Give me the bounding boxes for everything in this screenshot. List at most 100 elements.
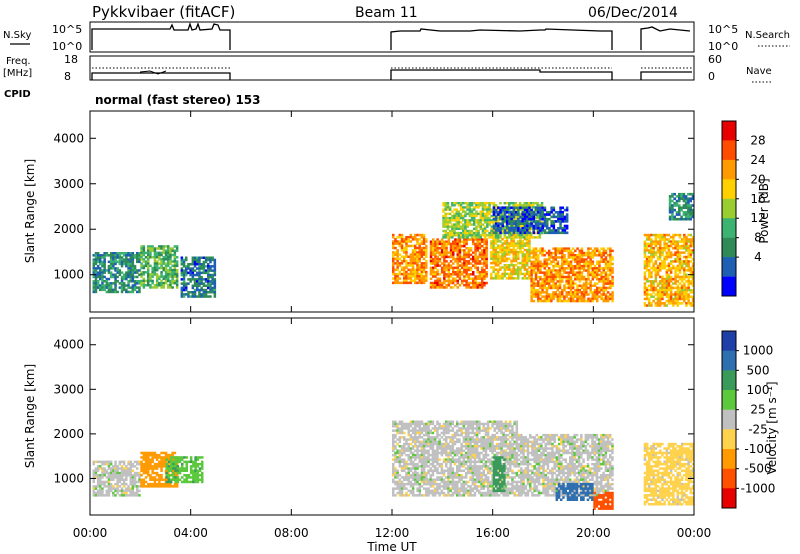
velocity-region-7 — [593, 491, 614, 510]
freq-left-tick-high: 18 — [64, 53, 78, 66]
velocity-region-6 — [555, 482, 594, 501]
freq-label-2: [MHz] — [3, 68, 32, 79]
x-tick-label-0: 00:00 — [73, 526, 108, 540]
power-y-tick-label-1: 2000 — [53, 222, 84, 236]
power-colorbar-swatch-0 — [722, 121, 736, 141]
power-y-tick-label-3: 4000 — [53, 131, 84, 145]
velocity-region-5 — [517, 433, 614, 497]
velocity-colorbar-swatch-6 — [722, 449, 736, 469]
freq-left-tick-low: 8 — [64, 70, 71, 83]
date-title: 06/Dec/2014 — [588, 5, 678, 21]
freq-wiggle — [139, 70, 167, 75]
velocity-colorbar-tick-label-4: -25 — [748, 422, 768, 436]
velocity-colorbar-swatch-1 — [722, 350, 736, 371]
power-colorbar-tick-label-5: 8 — [754, 231, 762, 245]
power-region-4 — [429, 238, 488, 289]
velocity-colorbar-label: Velocity [m s⁻¹] — [765, 381, 779, 474]
power-y-ticks: 1000 2000 3000 4000 — [53, 131, 694, 282]
velocity-colorbar-tick-label-7: -1000 — [741, 481, 776, 495]
power-colorbar-swatch-3 — [722, 179, 736, 199]
freq-right-tick-high: 60 — [708, 53, 722, 66]
power-region-9 — [643, 233, 695, 307]
velocity-colorbar-swatch-2 — [722, 370, 736, 391]
power-region-2 — [180, 256, 217, 298]
noise-panel-frame — [89, 21, 695, 53]
velocity-y-axis-label: Slant Range [km] — [23, 364, 37, 468]
freq-trace — [91, 69, 692, 80]
freq-panel-frame — [89, 55, 695, 81]
velocity-colorbar-tick-label-0: 1000 — [743, 344, 774, 358]
x-tick-label-6: 00:00 — [677, 526, 712, 540]
power-colorbar-swatch-6 — [722, 237, 736, 258]
x-tick-label-1: 04:00 — [173, 526, 208, 540]
power-colorbar-swatch-5 — [722, 218, 736, 238]
noise-sky-trace — [91, 21, 691, 50]
power-region-10 — [668, 192, 695, 221]
velocity-colorbar-swatch-4 — [722, 409, 736, 430]
freq-right-tick-low: 0 — [708, 70, 715, 83]
velocity-colorbar: 1000 500 100 25 -25 -100 -500 -1000 — [721, 330, 776, 509]
noise-left-tick-low: 10^0 — [52, 40, 82, 53]
velocity-colorbar-frame — [721, 330, 737, 509]
velocity-region-0 — [92, 460, 141, 497]
power-colorbar-tick-label-4: 12 — [750, 211, 765, 225]
power-colorbar-frame — [721, 120, 737, 297]
freq-label-1: Freq. — [6, 56, 31, 67]
power-region-6 — [530, 247, 614, 303]
power-colorbar-tick-label-2: 20 — [750, 172, 765, 186]
power-y-tick-label-2: 3000 — [53, 177, 84, 191]
power-colorbar-swatch-7 — [722, 257, 736, 277]
velocity-colorbar-swatch-8 — [722, 488, 736, 509]
x-axis-label: Time UT — [366, 540, 417, 554]
noise-right-label: N.Search — [745, 30, 790, 41]
velocity-y-tick-label-2: 3000 — [53, 382, 84, 396]
beam-title: Beam 11 — [355, 5, 418, 21]
power-region-1 — [140, 245, 179, 289]
power-region-0 — [92, 252, 141, 294]
velocity-y-tick-label-1: 2000 — [53, 427, 84, 441]
x-tick-label-5: 20:00 — [576, 526, 611, 540]
cpid-text: normal (fast stereo) 153 — [95, 93, 261, 107]
velocity-y-tick-label-3: 4000 — [53, 338, 84, 352]
power-colorbar-label: Power [dB] — [757, 178, 771, 243]
velocity-y-tick-label-0: 1000 — [53, 471, 84, 485]
velocity-colorbar-swatch-7 — [722, 468, 736, 489]
noise-left-label: N.Sky — [3, 30, 31, 41]
velocity-y-ticks: 1000 2000 3000 4000 — [53, 338, 694, 485]
x-axis-ticks: 00:00 04:00 08:00 12:00 16:00 20:00 00:00 — [73, 111, 712, 540]
power-colorbar-tick-label-3: 16 — [750, 192, 765, 206]
velocity-colorbar-tick-label-5: -100 — [744, 442, 771, 456]
power-colorbar-tick-label-0: 28 — [750, 133, 765, 147]
velocity-region-4 — [492, 456, 506, 493]
velocity-colorbar-swatch-5 — [722, 429, 736, 450]
velocity-colorbar-swatch-3 — [722, 390, 736, 410]
power-region-3 — [392, 233, 428, 285]
velocity-colorbar-swatch-0 — [722, 331, 736, 351]
velocity-heatmap — [92, 420, 695, 510]
velocity-region-8 — [643, 442, 695, 506]
power-panel: 1000 2000 3000 4000 Slant Range [km] — [23, 110, 695, 313]
power-colorbar-swatch-1 — [722, 140, 736, 161]
power-colorbar-swatch-4 — [722, 198, 736, 219]
power-colorbar: 28 24 20 16 12 8 4 — [721, 120, 766, 297]
x-tick-label-4: 16:00 — [475, 526, 510, 540]
velocity-region-2 — [165, 456, 204, 484]
power-region-5 — [490, 229, 531, 280]
cpid-label: CPID — [4, 89, 31, 100]
power-region-8 — [492, 206, 569, 235]
power-colorbar-tick-label-6: 4 — [754, 250, 762, 264]
velocity-colorbar-tick-label-1: 500 — [747, 363, 770, 377]
power-colorbar-swatch-8 — [722, 276, 736, 297]
power-y-axis-label: Slant Range [km] — [23, 159, 37, 263]
station-title: Pykkvibaer (fitACF) — [92, 3, 235, 21]
velocity-colorbar-tick-label-6: -500 — [744, 462, 771, 476]
power-colorbar-swatch-2 — [722, 159, 736, 180]
x-tick-label-3: 12:00 — [375, 526, 410, 540]
velocity-colorbar-tick-label-2: 100 — [747, 383, 770, 397]
noise-left-tick-high: 10^5 — [52, 23, 82, 36]
power-y-tick-label-0: 1000 — [53, 268, 84, 282]
velocity-region-3 — [392, 420, 519, 497]
noise-right-tick-low: 10^0 — [708, 40, 738, 53]
velocity-colorbar-tick-label-3: 25 — [750, 403, 765, 417]
